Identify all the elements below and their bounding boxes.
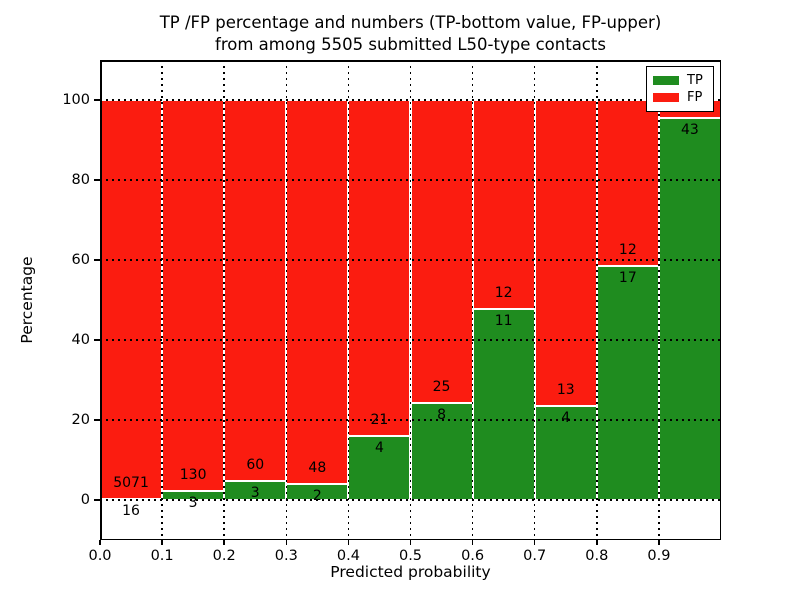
fp-count-label: 12 [618,241,637,258]
fp-count-label: 25 [432,379,451,396]
fp-bar [348,100,411,436]
fp-count-label: 5071 [113,474,149,491]
fp-count-label: 60 [246,456,265,473]
x-axis-title: Predicted probability [330,563,491,581]
tp-count-label: 43 [681,121,699,138]
y-tick-label: 40 [71,332,90,348]
x-tick-label: 0.5 [398,548,423,564]
x-tick-label: 0.8 [585,548,609,564]
y-gridline [100,419,721,421]
fp-bar [472,100,535,309]
y-tick [94,499,100,501]
x-tick [99,540,101,545]
x-tick [223,540,225,545]
tp-count-label: 8 [437,407,446,424]
x-gridline [161,60,163,540]
x-tick [596,540,598,545]
tp-legend-label: TP [687,72,703,88]
top-spine [100,60,721,62]
tp-count-label: 4 [561,409,571,426]
legend-item-fp: FP [653,91,708,104]
plot-area: 5071 16 130 3 60 3 48 2 21 4 25 8 12 11 13 4 12 17 43 0.0 0.… [62,60,721,564]
x-gridline [596,60,598,540]
tp-count-label: 16 [122,502,140,519]
left-spine [100,60,102,540]
legend: TP FP [646,66,714,112]
x-tick-label: 0.0 [88,548,112,564]
fp-bar [100,100,163,499]
x-tick-label: 0.6 [461,548,485,564]
x-gridline [285,60,288,540]
x-tick [285,540,288,545]
tp-count-label: 4 [374,440,384,456]
y-tick [94,179,100,181]
y-tick [94,259,100,261]
y-gridline [100,179,721,181]
x-tick [658,540,660,545]
tp-count-label: 17 [618,269,637,286]
chart-title: TP /FP percentage and numbers (TP-bottom… [100,12,721,56]
x-gridline [533,60,536,540]
fp-legend-swatch-icon [653,93,679,103]
tp-count-label: 11 [494,312,513,329]
y-tick-label: 20 [71,412,90,428]
bottom-spine [100,538,721,540]
chart-title-line2: from among 5505 submitted L50-type conta… [215,35,606,54]
y-gridline [100,499,721,501]
y-gridline [100,259,721,261]
fp-count-label: 130 [179,466,207,483]
x-tick-label: 0.1 [150,548,174,564]
x-tick-label: 0.3 [274,548,298,564]
x-tick-label: 0.2 [212,548,236,564]
tp-legend-swatch-icon [653,75,679,85]
tp-bar [596,265,659,500]
right-spine [719,60,721,540]
x-gridline [347,60,350,540]
tp-count-label: 3 [188,494,198,511]
y-tick-label: 0 [80,492,90,508]
x-tick [161,540,163,545]
tp-bar [658,117,721,500]
fp-count-label: 12 [494,284,513,301]
y-gridline [100,339,721,341]
x-gridline [409,60,412,540]
y-tick [94,99,100,101]
fp-bar [410,100,473,404]
x-tick-label: 0.9 [647,548,671,564]
y-gridline [100,99,721,101]
fp-legend-label: FP [687,90,703,106]
x-tick [409,540,412,545]
y-tick [94,419,100,421]
x-gridline [471,60,474,540]
x-tick-label: 0.7 [523,548,547,564]
x-tick-label: 0.4 [336,548,360,564]
y-tick-label: 60 [71,252,90,268]
x-tick [471,540,474,545]
y-tick-label: 80 [71,172,90,188]
x-tick [533,540,536,545]
fp-bar [534,100,597,406]
fp-count-label: 48 [308,460,327,476]
tp-count-label: 3 [250,484,260,501]
tp-count-label: 2 [312,488,322,504]
chart-title-line1: TP /FP percentage and numbers (TP-bottom… [159,13,662,32]
fp-bar [286,100,349,484]
y-axis-title: Percentage [18,256,36,344]
y-tick [94,339,100,341]
fp-count-label: 13 [556,381,575,398]
fp-bar [224,100,287,481]
x-tick [347,540,350,545]
fp-bar [162,100,225,491]
x-gridline [223,60,225,540]
legend-item-tp: TP [653,74,708,87]
x-gridline [658,60,660,540]
tp-bar [472,308,535,500]
fp-count-label: 21 [370,412,389,428]
y-tick-label: 100 [62,92,90,108]
